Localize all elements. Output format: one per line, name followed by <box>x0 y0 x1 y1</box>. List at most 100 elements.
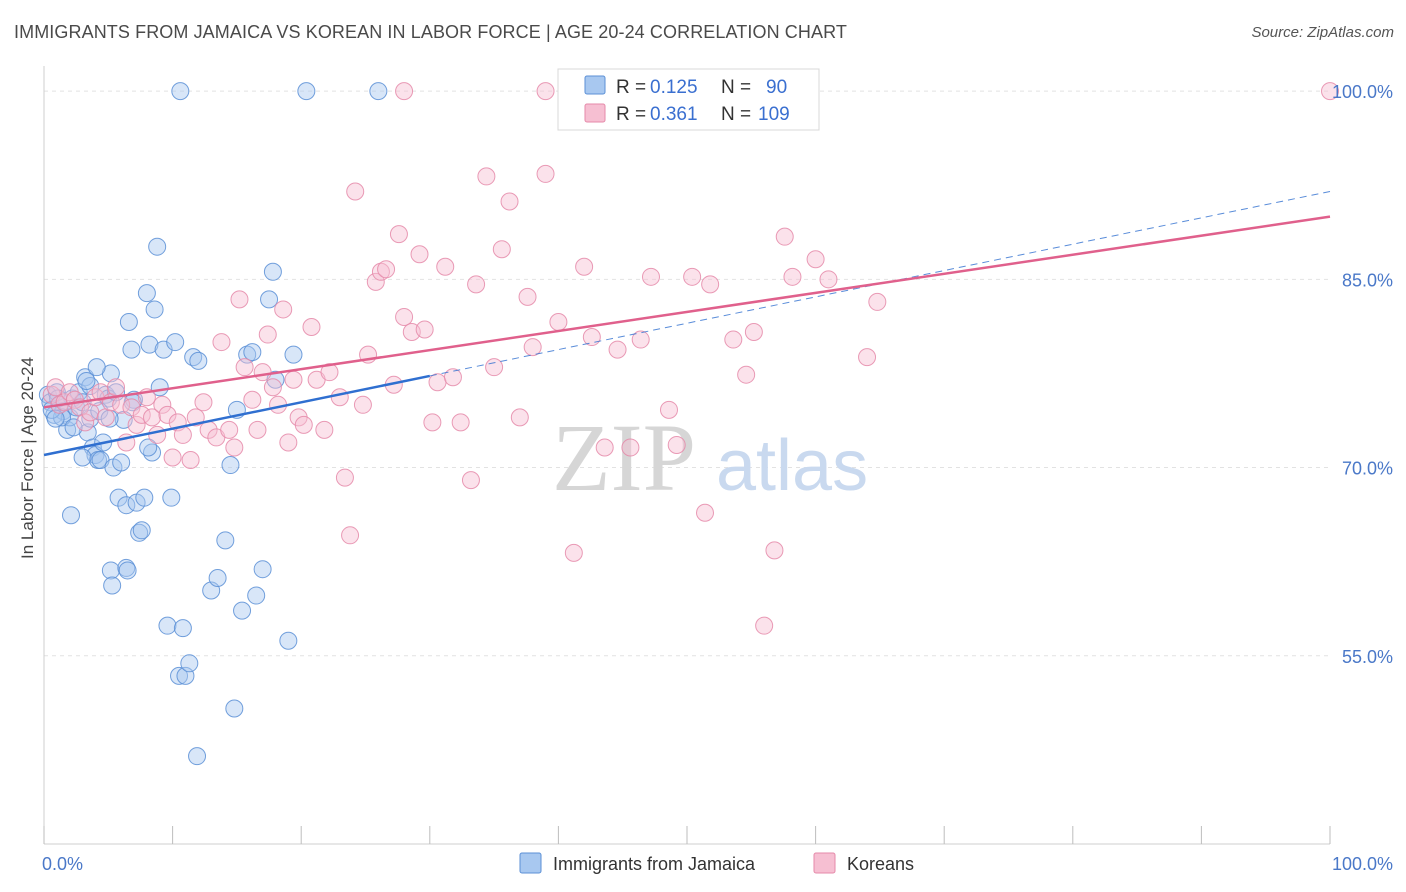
point-korean-75 <box>485 358 504 377</box>
point-korean-17 <box>127 415 146 434</box>
x-tick-label-0: 0.0% <box>42 854 83 874</box>
point-korean-13 <box>107 378 126 397</box>
bottom-legend-label-jamaica: Immigrants from Jamaica <box>553 854 756 874</box>
point-korean-48 <box>302 318 321 337</box>
legend-swatch-jamaica <box>584 75 606 95</box>
point-korean-72 <box>461 471 480 490</box>
point-jamaica-72 <box>260 290 279 309</box>
point-korean-95 <box>701 275 720 294</box>
data-points <box>38 82 1339 766</box>
point-korean-65 <box>410 245 429 264</box>
point-jamaica-73 <box>263 262 282 281</box>
trend-line-jamaica <box>43 374 431 457</box>
point-korean-96 <box>724 330 743 349</box>
y-tick-label-2: 85.0% <box>1342 270 1393 290</box>
point-korean-43 <box>274 300 293 319</box>
point-jamaica-89 <box>369 82 388 101</box>
point-jamaica-60 <box>189 351 208 370</box>
point-jamaica-34 <box>132 521 151 540</box>
legend-r-label-korean: R = <box>616 104 646 125</box>
point-korean-63 <box>395 307 414 326</box>
point-jamaica-26 <box>112 453 131 472</box>
point-korean-8 <box>81 403 100 422</box>
point-jamaica-55 <box>87 358 106 377</box>
point-korean-45 <box>284 370 303 389</box>
point-korean-34 <box>225 438 244 457</box>
bottom-legend: Immigrants from Jamaica Koreans <box>519 852 914 874</box>
chart-title: IMMIGRANTS FROM JAMAICA VS KOREAN IN LAB… <box>14 22 847 42</box>
point-korean-53 <box>335 468 354 487</box>
point-korean-90 <box>641 267 660 286</box>
watermark: ZIP atlas <box>552 404 868 511</box>
point-korean-60 <box>377 260 396 279</box>
point-korean-99 <box>755 616 774 635</box>
point-korean-74 <box>477 167 496 186</box>
legend-r-value-jamaica: 0.125 <box>650 77 698 98</box>
point-korean-108 <box>395 82 414 101</box>
legend-r-label-jamaica: R = <box>616 77 646 98</box>
point-korean-71 <box>451 413 470 432</box>
point-korean-51 <box>320 363 339 382</box>
point-korean-76 <box>492 240 511 259</box>
point-korean-73 <box>467 275 486 294</box>
point-korean-70 <box>443 368 462 387</box>
point-korean-109 <box>536 82 555 101</box>
point-korean-91 <box>659 400 678 419</box>
point-jamaica-29 <box>119 312 138 331</box>
x-tick-labels: 0.0% 100.0% <box>42 854 1393 874</box>
point-korean-67 <box>423 413 442 432</box>
point-korean-44 <box>279 433 298 452</box>
legend-r-value-korean: 0.361 <box>650 104 698 125</box>
point-jamaica-63 <box>216 531 235 550</box>
point-jamaica-35 <box>135 488 154 507</box>
point-jamaica-70 <box>247 586 266 605</box>
grid-lines <box>44 90 1330 657</box>
point-korean-80 <box>523 338 542 357</box>
point-korean-41 <box>263 378 282 397</box>
point-jamaica-71 <box>253 560 272 579</box>
point-korean-35 <box>230 290 249 309</box>
point-jamaica-88 <box>297 82 316 101</box>
point-korean-98 <box>744 323 763 342</box>
point-jamaica-46 <box>170 666 189 685</box>
point-korean-97 <box>737 365 756 384</box>
point-korean-100 <box>765 541 784 560</box>
y-tick-label-1: 70.0% <box>1342 459 1393 479</box>
watermark-zip: ZIP <box>552 404 696 511</box>
point-korean-88 <box>621 438 640 457</box>
point-korean-62 <box>389 225 408 244</box>
point-korean-81 <box>536 164 555 183</box>
y-axis-label: In Labor Force | Age 20-24 <box>18 357 37 559</box>
point-jamaica-33 <box>130 523 149 542</box>
point-korean-82 <box>549 312 568 331</box>
point-korean-105 <box>858 348 877 367</box>
point-jamaica-78 <box>64 418 83 437</box>
point-jamaica-28 <box>117 496 136 515</box>
point-jamaica-52 <box>62 506 81 525</box>
point-jamaica-51 <box>188 747 207 766</box>
point-jamaica-25 <box>109 488 128 507</box>
x-tick-label-1: 100.0% <box>1332 854 1393 874</box>
point-jamaica-49 <box>180 654 199 673</box>
point-korean-33 <box>220 420 239 439</box>
point-korean-1 <box>46 378 65 397</box>
point-korean-54 <box>341 526 360 545</box>
point-jamaica-86 <box>139 438 158 457</box>
point-korean-89 <box>631 330 650 349</box>
point-korean-18 <box>132 405 151 424</box>
point-korean-102 <box>783 267 802 286</box>
point-korean-28 <box>186 408 205 427</box>
point-korean-78 <box>510 408 529 427</box>
point-korean-52 <box>330 388 349 407</box>
point-korean-20 <box>143 408 162 427</box>
point-jamaica-40 <box>148 237 167 256</box>
point-korean-40 <box>258 325 277 344</box>
point-jamaica-44 <box>162 488 181 507</box>
bottom-legend-swatch-korean <box>813 852 836 874</box>
point-jamaica-43 <box>158 616 177 635</box>
point-jamaica-75 <box>279 631 298 650</box>
point-korean-55 <box>346 182 365 201</box>
point-korean-86 <box>595 438 614 457</box>
legend-box: R = 0.125 N = 90 R = 0.361 N = 109 <box>557 68 820 131</box>
